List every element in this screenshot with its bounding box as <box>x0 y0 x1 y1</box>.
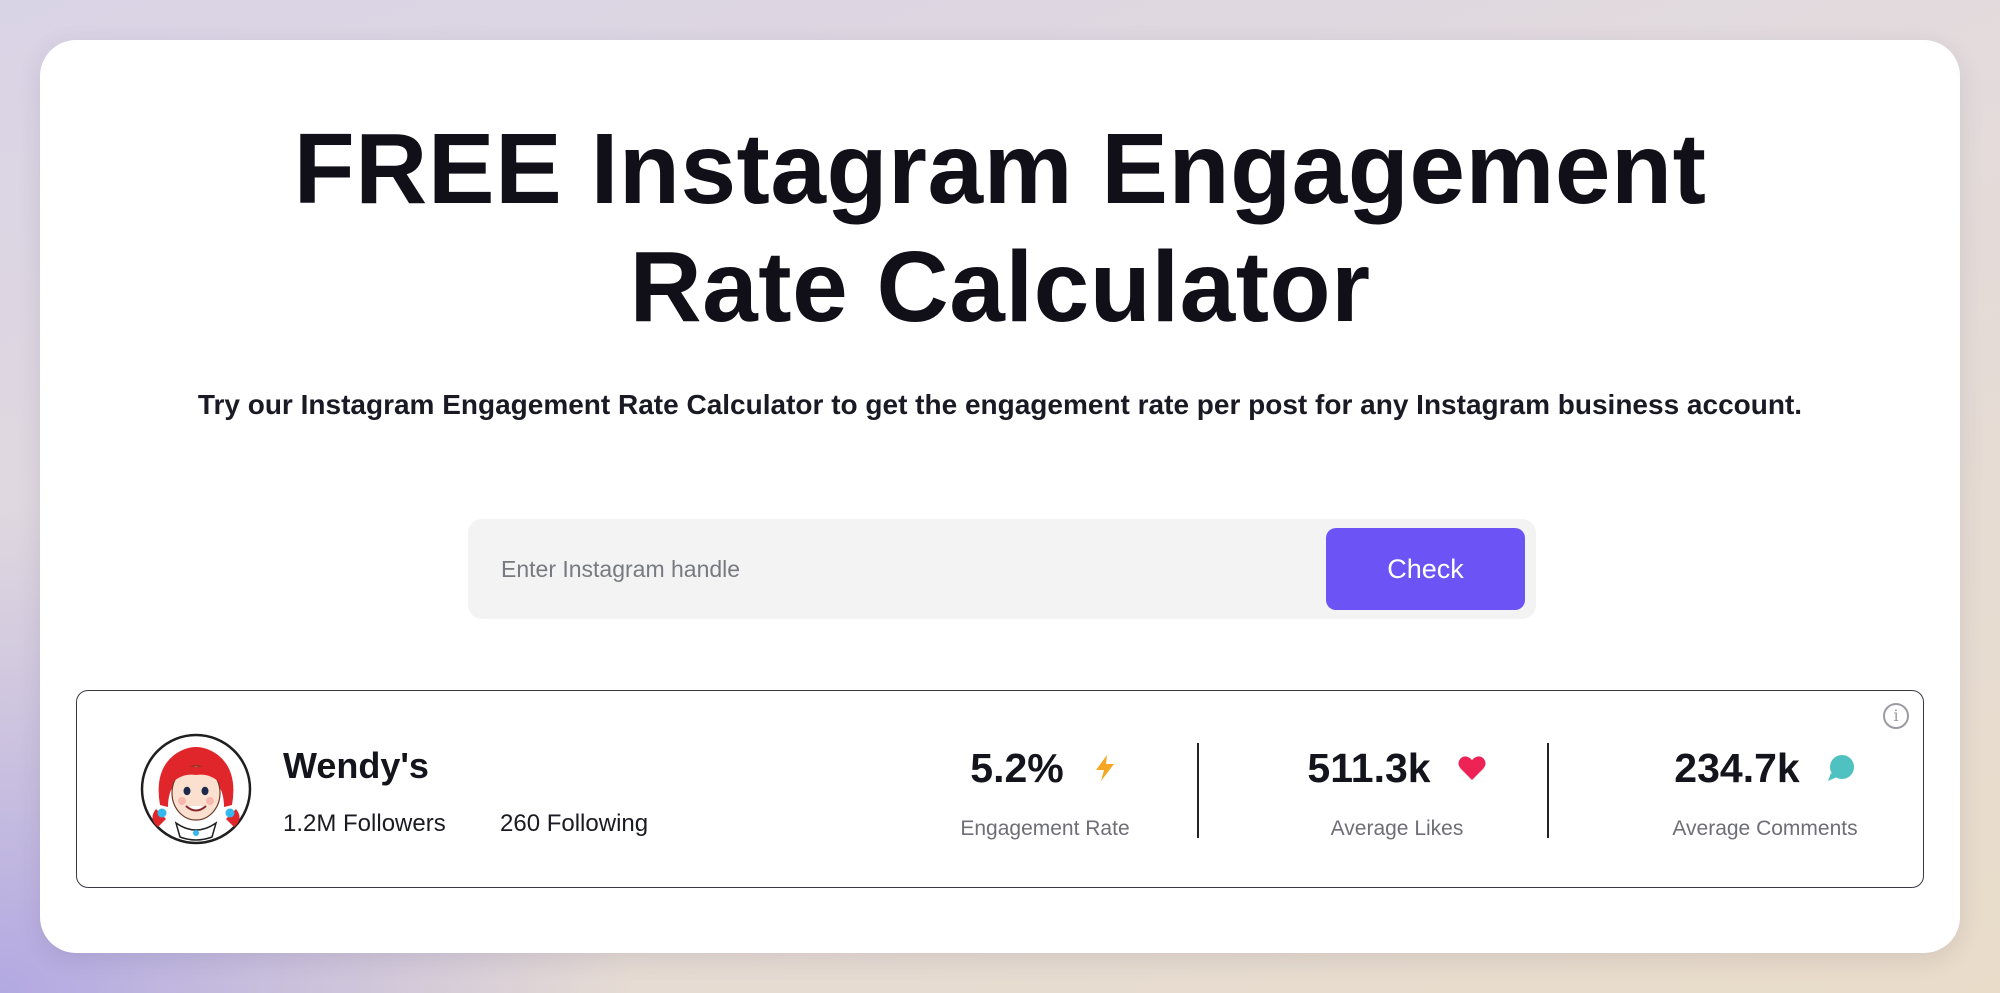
engagement-rate-value: 5.2% <box>970 745 1064 791</box>
stat-divider <box>1547 743 1549 838</box>
average-comments-stat: 234.7k Average Comments <box>1620 740 1910 880</box>
page-title-line-2: Rate Calculator <box>629 231 1371 343</box>
page-subtitle: Try our Instagram Engagement Rate Calcul… <box>197 389 1803 420</box>
check-button[interactable]: Check <box>1326 528 1525 610</box>
page-title-line-1: FREE Instagram Engagement <box>293 113 1707 225</box>
calculator-card: FREE Instagram Engagement Rate Calculator… <box>40 40 1960 953</box>
search-bar: Check <box>468 519 1536 619</box>
followers-count: 1.2M Followers <box>283 810 446 837</box>
account-avatar <box>140 733 252 845</box>
average-likes-label: Average Likes <box>1330 817 1464 840</box>
instagram-handle-input[interactable] <box>468 519 1328 619</box>
chat-bubble-icon <box>1827 755 1854 781</box>
engagement-rate-label: Engagement Rate <box>960 817 1130 840</box>
account-name: Wendy's <box>283 745 429 786</box>
info-icon[interactable]: i <box>1883 703 1909 729</box>
average-likes-stat: 511.3k Average Likes <box>1272 740 1522 880</box>
average-comments-label: Average Comments <box>1672 817 1858 840</box>
following-count: 260 Following <box>500 810 649 837</box>
heart-icon <box>1458 756 1486 780</box>
engagement-rate-stat: 5.2% Engagement Rate <box>920 740 1170 880</box>
result-panel <box>76 690 1924 888</box>
lightning-bolt-icon <box>1095 755 1114 781</box>
average-likes-value: 511.3k <box>1307 745 1431 791</box>
page-title: FREE Instagram Engagement Rate Calculator <box>40 110 1960 346</box>
stat-divider <box>1197 743 1199 838</box>
average-comments-value: 234.7k <box>1674 745 1800 791</box>
